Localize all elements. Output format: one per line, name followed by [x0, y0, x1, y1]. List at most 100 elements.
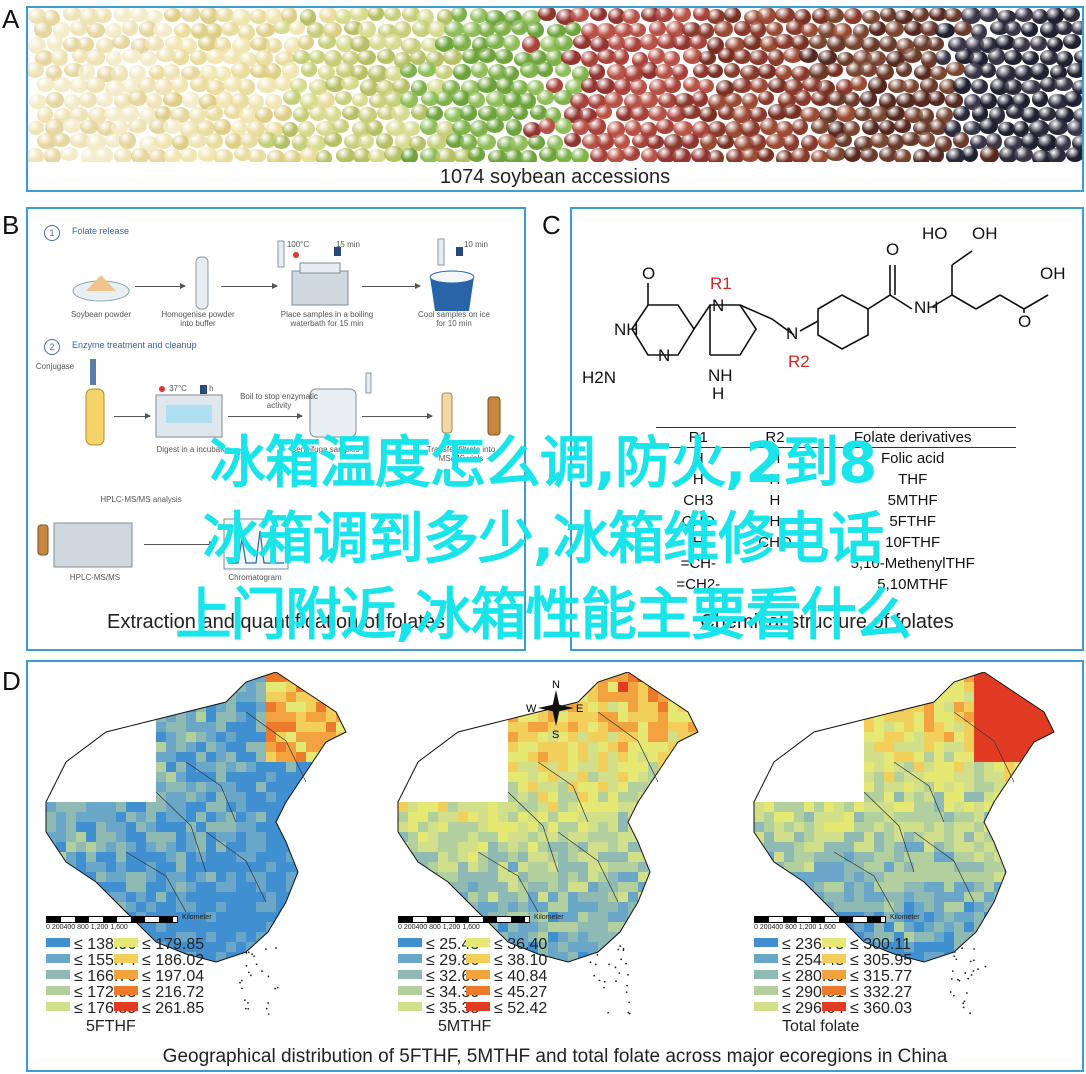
map-cell — [904, 682, 914, 692]
map-cell — [488, 782, 498, 792]
map-cell — [984, 752, 994, 762]
map-cell — [286, 702, 296, 712]
soybean-seed — [758, 63, 777, 80]
map-cell — [86, 712, 96, 722]
soybean-seed — [869, 21, 887, 36]
soybean-seed — [768, 77, 788, 94]
map-cell — [834, 812, 844, 822]
map-cell — [1034, 902, 1044, 912]
map-cell — [894, 922, 904, 932]
cell-r2: H — [769, 450, 781, 467]
map-cell — [744, 762, 754, 772]
map-cell — [854, 692, 864, 702]
map-cell — [784, 892, 794, 902]
island-dot — [243, 999, 246, 1002]
map-cell — [884, 942, 894, 952]
map-cell — [964, 702, 974, 712]
map-cell — [518, 922, 528, 932]
soybean-seed — [546, 77, 563, 93]
soybean-seed — [989, 20, 1010, 35]
map-cell — [1034, 772, 1044, 782]
map-cell — [1034, 922, 1044, 932]
soybean-seed — [317, 91, 335, 109]
soybean-seed — [749, 21, 767, 38]
map-cell — [794, 882, 804, 892]
soybean-seed — [681, 22, 701, 37]
island-dot — [952, 994, 955, 997]
soybean-seed — [614, 78, 631, 96]
map-cell — [744, 942, 754, 952]
map-cell — [256, 892, 266, 902]
soybean-seed — [459, 133, 478, 151]
map-cell — [136, 842, 146, 852]
map-cell — [468, 872, 478, 882]
map-cell — [628, 712, 638, 722]
map-cell — [398, 852, 408, 862]
map-cell — [754, 832, 764, 842]
map-cell — [844, 852, 854, 862]
col-r2: R2 — [740, 427, 810, 448]
map-cell — [924, 962, 934, 972]
map-cell — [236, 902, 246, 912]
map-cell — [588, 832, 598, 842]
map-cell — [468, 742, 478, 752]
map-cell — [196, 942, 206, 952]
map-cell — [166, 902, 176, 912]
map-cell — [518, 782, 528, 792]
soybean-seed — [624, 120, 642, 136]
map-cell — [1034, 852, 1044, 862]
map-cell — [346, 732, 356, 742]
island-dot — [953, 955, 956, 958]
map-cell — [558, 852, 568, 862]
map-cell — [478, 872, 488, 882]
map-cell — [774, 852, 784, 862]
map-cell — [1014, 752, 1024, 762]
soybean-seed — [894, 9, 913, 25]
map-cell — [598, 702, 608, 712]
map-cell — [126, 862, 136, 872]
map-cell — [166, 692, 176, 702]
map-cell — [106, 842, 116, 852]
map-cell — [954, 862, 964, 872]
map-cell — [136, 742, 146, 752]
map-cell — [1014, 802, 1024, 812]
map-cell — [1054, 852, 1064, 862]
map-cell — [1054, 842, 1064, 852]
map-cell — [336, 932, 346, 942]
map-cell — [296, 822, 306, 832]
map-cell — [874, 902, 884, 912]
map-cell — [744, 952, 754, 962]
soybean-seed — [51, 49, 68, 66]
map-cell — [608, 832, 618, 842]
map-cell — [658, 932, 668, 942]
map-cell — [688, 722, 698, 732]
map-cell — [548, 892, 558, 902]
map-cell — [468, 882, 478, 892]
map-cell — [964, 882, 974, 892]
map-cell — [478, 782, 488, 792]
map-cell — [256, 882, 266, 892]
soybean-seed — [624, 65, 643, 82]
map-cell — [116, 852, 126, 862]
map-cell — [1054, 782, 1064, 792]
province-border — [507, 791, 559, 873]
soybean-seed — [774, 64, 793, 80]
map-cell — [508, 702, 518, 712]
soybean-seed — [452, 148, 473, 162]
map-cell — [36, 822, 46, 832]
map-cell — [226, 712, 236, 722]
map-cell — [558, 742, 568, 752]
table-row: CH3 H 5MTHF — [656, 490, 1016, 511]
map-cell — [764, 812, 774, 822]
island-dot — [622, 949, 625, 952]
map-cell — [814, 852, 824, 862]
map-cell — [66, 882, 76, 892]
soybean-seed — [511, 20, 528, 35]
soybean-seed — [349, 8, 369, 21]
map-cell — [306, 672, 316, 682]
map-cell — [1034, 752, 1044, 762]
map-cell — [478, 792, 488, 802]
map-cell — [136, 862, 146, 872]
soybean-seed — [383, 146, 404, 162]
soybean-seed — [369, 93, 388, 108]
